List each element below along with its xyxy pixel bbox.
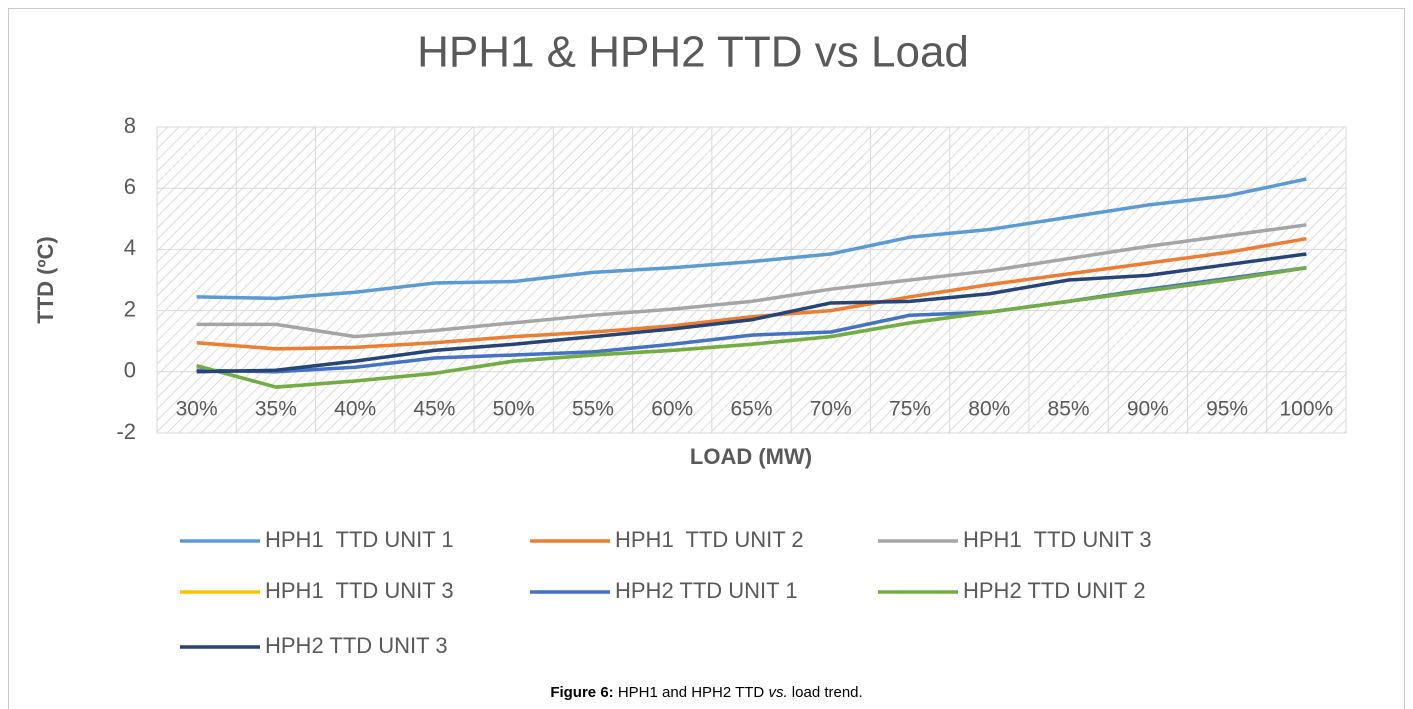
x-tick-label: 85% bbox=[1048, 398, 1090, 421]
legend-label: HPH2 TTD UNIT 1 bbox=[615, 578, 798, 603]
caption-rest: load trend. bbox=[791, 684, 863, 701]
x-tick-label: 90% bbox=[1127, 398, 1169, 421]
x-tick-label: 60% bbox=[651, 398, 693, 421]
series-line bbox=[196, 252, 1307, 374]
caption-emphasis: vs. bbox=[768, 684, 788, 701]
legend-label: HPH1 TTD UNIT 3 bbox=[265, 578, 454, 603]
x-tick-label: 80% bbox=[968, 398, 1010, 421]
caption-text: HPH1 and HPH2 TTD bbox=[617, 684, 765, 701]
series-line bbox=[196, 223, 1307, 339]
x-tick-label: 95% bbox=[1206, 398, 1248, 421]
caption-label: Figure 6: bbox=[550, 684, 614, 701]
series-line bbox=[196, 266, 1307, 389]
x-tick-label: 35% bbox=[255, 398, 297, 421]
x-tick-label: 65% bbox=[730, 398, 772, 421]
x-tick-label: 45% bbox=[413, 398, 455, 421]
x-tick-label: 40% bbox=[334, 398, 376, 421]
y-tick-label: 2 bbox=[124, 296, 136, 321]
y-tick-label: 0 bbox=[124, 358, 136, 383]
chart-title: HPH1 & HPH2 TTD vs Load bbox=[417, 28, 969, 77]
x-axis-label: LOAD (MW) bbox=[690, 444, 812, 469]
series-line bbox=[196, 236, 1307, 351]
y-tick-label: -2 bbox=[116, 419, 136, 444]
x-tick-label: 30% bbox=[176, 398, 218, 421]
x-tick-label: 55% bbox=[572, 398, 614, 421]
series-line bbox=[196, 177, 1307, 301]
x-tick-label: 70% bbox=[810, 398, 852, 421]
x-tick-label: 50% bbox=[493, 398, 535, 421]
caption: Figure 6: HPH1 and HPH2 TTD vs. load tre… bbox=[0, 684, 1413, 701]
y-tick-label: 6 bbox=[124, 174, 136, 199]
y-tick-label: 4 bbox=[124, 235, 136, 260]
frame bbox=[8, 8, 1405, 709]
plot-area bbox=[157, 127, 1346, 433]
x-tick-label: 100% bbox=[1280, 398, 1334, 421]
y-axis-label: TTD (ºC) bbox=[33, 236, 58, 323]
legend-label: HPH2 TTD UNIT 2 bbox=[963, 578, 1146, 603]
legend-label: HPH1 TTD UNIT 1 bbox=[265, 527, 454, 552]
legend-label: HPH1 TTD UNIT 2 bbox=[615, 527, 804, 552]
y-tick-label: 8 bbox=[124, 113, 136, 138]
x-tick-label: 75% bbox=[889, 398, 931, 421]
legend-label: HPH2 TTD UNIT 3 bbox=[265, 633, 448, 658]
legend-label: HPH1 TTD UNIT 3 bbox=[963, 527, 1152, 552]
